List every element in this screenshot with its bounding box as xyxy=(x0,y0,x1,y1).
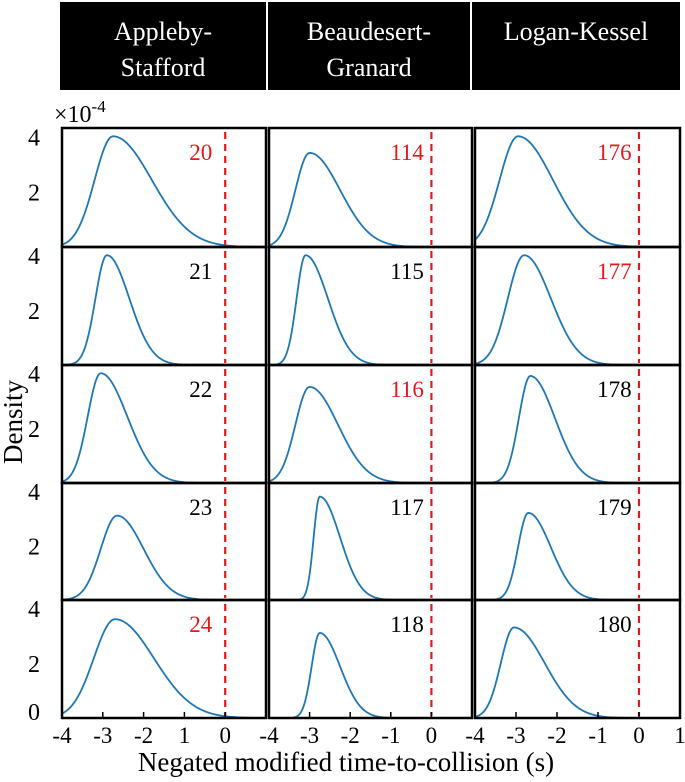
column-header-bg xyxy=(268,2,470,90)
panel-id-label: 116 xyxy=(390,377,424,402)
panel-frame xyxy=(60,598,268,720)
axes: ×10-4 Density Negated modified time-to-c… xyxy=(0,97,685,777)
x-tick-label: -2 xyxy=(134,723,153,748)
column-header-bg xyxy=(60,2,266,90)
panel-id-label: 180 xyxy=(597,612,632,637)
x-tick-label: -3 xyxy=(506,723,525,748)
panel-177: 177 xyxy=(473,245,682,367)
panel-23: 23 xyxy=(60,481,268,602)
density-curve xyxy=(269,632,472,719)
panel-21: 21 xyxy=(60,245,268,367)
y-axis-label: Density xyxy=(0,380,28,464)
x-tick-label: 0 xyxy=(219,723,231,748)
density-curve xyxy=(61,618,267,719)
y-multiplier-label: ×10-4 xyxy=(54,97,106,128)
panel-id-label: 23 xyxy=(189,495,212,520)
x-tick-label: -1 xyxy=(381,723,400,748)
x-tick-label: -4 xyxy=(52,723,72,748)
panel-frame xyxy=(267,245,474,367)
density-curve xyxy=(61,514,266,601)
x-tick-label: -3 xyxy=(93,723,112,748)
panel-114: 114 xyxy=(267,126,474,249)
x-tick-label: 0 xyxy=(426,723,438,748)
panel-frame xyxy=(267,126,474,249)
density-curve xyxy=(474,626,680,719)
density-curve xyxy=(61,135,266,248)
column-header-text: Stafford xyxy=(121,53,206,82)
panel-176: 176 xyxy=(473,126,682,249)
density-curve xyxy=(268,254,472,366)
panel-id-label: 21 xyxy=(189,259,212,284)
density-curve xyxy=(475,375,680,484)
column-header-bg xyxy=(472,2,680,90)
density-curve xyxy=(475,512,680,601)
column-headers: Appleby- Stafford Beaudesert- Granard Logan-… xyxy=(60,2,680,90)
column-header-text: Granard xyxy=(326,53,411,82)
panel-frame xyxy=(473,481,682,602)
panel-frame xyxy=(267,598,474,720)
panel-id-label: 179 xyxy=(597,495,632,520)
y-tick-label: 4 xyxy=(28,125,40,151)
y-tick-label: 2 xyxy=(28,181,40,207)
density-curve xyxy=(61,254,266,366)
panel-116: 116 xyxy=(267,363,474,485)
panel-frame xyxy=(60,363,268,485)
y-tick-label: 4 xyxy=(28,362,40,388)
panel-id-label: 118 xyxy=(390,612,424,637)
y-tick-label: 2 xyxy=(28,652,40,678)
column-header-text: Logan-Kessel xyxy=(504,17,648,46)
y-tick-label: 4 xyxy=(28,597,40,623)
panel-id-label: 20 xyxy=(189,140,212,165)
panel-22: 22 xyxy=(60,363,268,485)
x-tick-label: 0 xyxy=(633,723,645,748)
x-tick-label: 1 xyxy=(179,723,191,748)
x-tick-label: -1 xyxy=(588,723,607,748)
panel-id-label: 115 xyxy=(390,259,424,284)
panel-id-label: 177 xyxy=(597,259,632,284)
panel-id-label: 114 xyxy=(390,140,424,165)
panel-20: 20 xyxy=(60,126,268,249)
panel-179: 179 xyxy=(473,481,682,602)
density-curve xyxy=(268,386,472,484)
panel-id-label: 176 xyxy=(597,140,632,165)
y-tick-label: 2 xyxy=(28,417,40,443)
y-tick-label: 4 xyxy=(28,480,40,506)
density-curve xyxy=(474,135,680,248)
panel-id-label: 178 xyxy=(597,377,632,402)
density-curve xyxy=(269,495,472,601)
panel-115: 115 xyxy=(267,245,474,367)
panels: 20 21 22 23 24 114 115 116 117 118 176 177 178 179 180 xyxy=(60,126,682,720)
density-curve xyxy=(474,254,680,366)
y-tick-label: 2 xyxy=(28,535,40,561)
x-tick-label: 1 xyxy=(674,723,685,748)
panel-180: 180 xyxy=(473,598,682,720)
column-header-text: Beaudesert- xyxy=(307,17,431,46)
x-tick-label: -4 xyxy=(465,723,485,748)
density-curve xyxy=(61,372,266,484)
x-tick-label: -2 xyxy=(547,723,566,748)
panel-178: 178 xyxy=(473,363,682,485)
panel-frame xyxy=(267,481,474,602)
panel-id-label: 24 xyxy=(189,612,213,637)
density-curve xyxy=(268,152,472,248)
x-axis-label: Negated modified time-to-collision (s) xyxy=(138,747,554,777)
y-tick-label: 2 xyxy=(28,299,40,325)
y-tick-label: 4 xyxy=(28,244,40,270)
panel-id-label: 117 xyxy=(390,495,424,520)
panel-id-label: 22 xyxy=(189,377,212,402)
panel-24: 24 xyxy=(60,598,268,720)
panel-frame xyxy=(60,245,268,367)
y-tick-label: 0 xyxy=(28,700,40,726)
x-tick-label: -3 xyxy=(300,723,319,748)
panel-117: 117 xyxy=(267,481,474,602)
column-header-text: Appleby- xyxy=(114,17,212,46)
x-tick-label: -4 xyxy=(259,723,279,748)
panel-frame xyxy=(473,126,682,249)
x-tick-label: -2 xyxy=(341,723,360,748)
panel-frame xyxy=(267,363,474,485)
panel-frame xyxy=(473,598,682,720)
panel-118: 118 xyxy=(267,598,474,720)
